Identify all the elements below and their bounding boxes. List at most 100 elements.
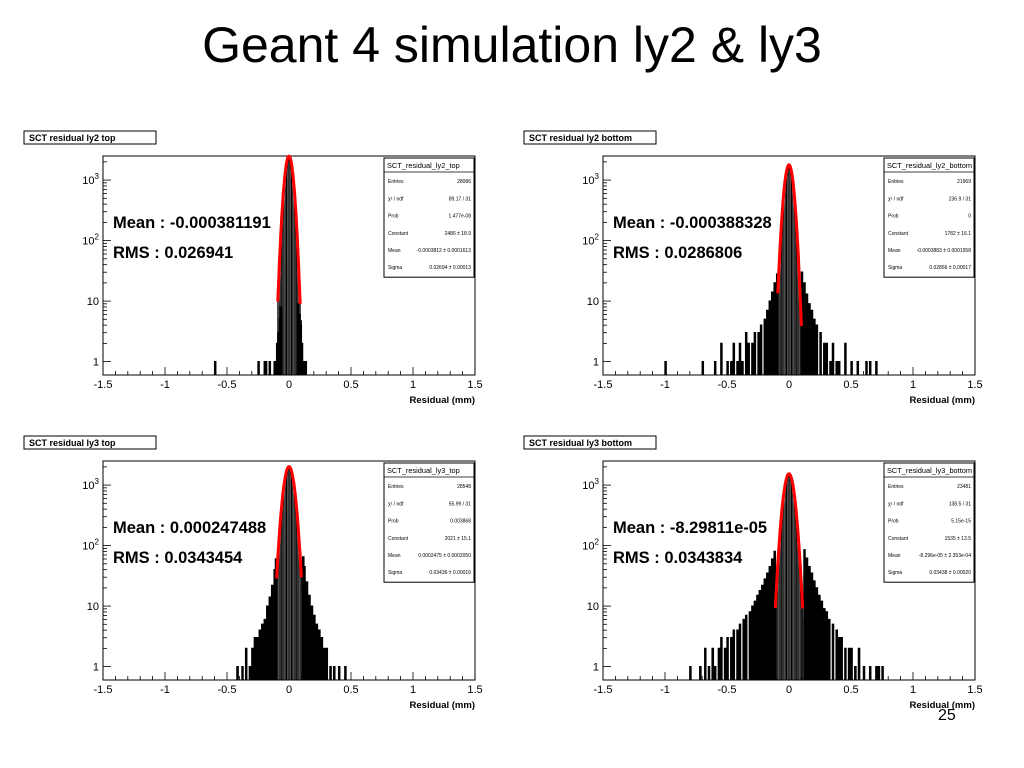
y-tick-label: 10 (587, 601, 599, 613)
gaussian-fit-curve (276, 154, 302, 305)
x-tick-label: -1.5 (594, 379, 613, 391)
panel-title-box: SCT residual ly2 top (23, 130, 157, 145)
stats-row-value: -8.296e-05 ± 2.353e-04 (919, 553, 971, 559)
panel-title-box: SCT residual ly2 bottom (523, 130, 657, 145)
slide-number: 25 (938, 707, 956, 724)
x-tick-label: 0 (286, 684, 292, 696)
stats-row-value: -0.0003812 ± 0.0001613 (417, 248, 472, 254)
stats-row-label: χ² / ndf (888, 501, 904, 507)
x-tick-label: -0.5 (718, 379, 737, 391)
stats-row-value: 0.03438 ± 0.00020 (929, 570, 971, 576)
stats-row-value: 89.17 / 31 (449, 196, 471, 202)
y-tick-base: 10 (82, 480, 94, 492)
y-tick-exponent: 3 (95, 172, 100, 181)
histogram-core (276, 466, 304, 680)
x-tick-label: -0.5 (218, 379, 237, 391)
stats-row-value: 2021 ± 15.1 (445, 536, 472, 542)
stats-row-label: Mean (388, 553, 401, 559)
stats-row-value: 0.003868 (450, 519, 471, 525)
stats-row-value: 0.03436 ± 0.00016 (429, 570, 471, 576)
x-tick-label: 0.5 (843, 379, 858, 391)
rms-annotation: RMS : 0.0343454 (113, 549, 243, 567)
panel-title: SCT residual ly2 top (29, 133, 116, 143)
stats-row-label: Entries (388, 179, 404, 185)
gaussian-fit-curve (275, 465, 303, 579)
mean-annotation: Mean : -0.000388328 (613, 214, 772, 232)
stats-row-value: 0.0002475 ± 0.0002050 (418, 553, 471, 559)
stats-box: SCT_residual_ly2_top Entries 28086 χ² / ndf… (383, 157, 475, 278)
stats-box-title: SCT_residual_ly2_bottom (887, 161, 972, 170)
stats-row-value: 28086 (457, 179, 471, 185)
x-axis-label: Residual (mm) (410, 395, 475, 406)
panel-title-frame (23, 435, 157, 450)
x-tick-label: 0.5 (343, 379, 358, 391)
histogram-panel-ly2-top: SCT residual ly2 top -1.5 -1 -0.5 0 0.5 1 1.5 Re… (23, 130, 483, 406)
histogram-bins (664, 271, 878, 375)
stats-row-label: Sigma (388, 570, 402, 576)
y-tick-base: 1 (593, 357, 599, 369)
y-tick-base: 10 (582, 236, 594, 248)
stats-row-value: 0 (968, 214, 971, 220)
rms-annotation: RMS : 0.0343834 (613, 549, 743, 567)
histogram-bins (236, 556, 347, 680)
x-tick-label: -1.5 (94, 379, 113, 391)
stats-box-title: SCT_residual_ly2_top (387, 161, 460, 170)
x-tick-label: -1 (160, 379, 170, 391)
y-tick-base: 10 (82, 236, 94, 248)
stats-box-title: SCT_residual_ly3_top (387, 466, 460, 475)
stats-row-value: 1535 ± 13.5 (945, 536, 972, 542)
x-axis-label: Residual (mm) (410, 700, 475, 711)
y-tick-base: 10 (87, 601, 99, 613)
x-tick-label: -1.5 (94, 684, 113, 696)
histogram-panel-ly3-top: SCT residual ly3 top -1.5 -1 -0.5 0 0.5 1 1.5 Re… (23, 435, 483, 711)
stats-row-value: 55.99 / 31 (449, 501, 471, 507)
stats-row-value: 1782 ± 16.1 (945, 231, 972, 237)
panel-title-box: SCT residual ly3 bottom (523, 435, 657, 450)
x-tick-label: -1 (160, 684, 170, 696)
panel-title: SCT residual ly2 bottom (529, 133, 632, 143)
stats-box-title: SCT_residual_ly3_bottom (887, 466, 972, 475)
stats-row-value: 236.9 / 31 (949, 196, 971, 202)
x-tick-label: 0 (286, 379, 292, 391)
y-tick-base: 1 (593, 662, 599, 674)
x-tick-label: 1 (910, 684, 916, 696)
y-tick-base: 10 (82, 175, 94, 187)
stats-row-label: Constant (388, 231, 409, 237)
panel-title: SCT residual ly3 bottom (529, 438, 632, 448)
stats-row-label: Constant (388, 536, 409, 542)
panel-title-box: SCT residual ly3 top (23, 435, 157, 450)
stats-row-label: Constant (888, 231, 909, 237)
y-tick-label: 102 (82, 538, 99, 553)
y-tick-exponent: 2 (95, 538, 100, 547)
stats-row-value: 21969 (957, 179, 971, 185)
x-tick-label: 1.5 (467, 684, 482, 696)
x-axis-label: Residual (mm) (910, 395, 975, 406)
y-tick-label: 1 (593, 662, 599, 674)
stats-row-label: Sigma (888, 570, 902, 576)
stats-row-label: Prob (388, 519, 399, 525)
y-tick-label: 10 (87, 296, 99, 308)
stats-box: SCT_residual_ly3_bottom Entries 23481 χ² / … (883, 462, 975, 583)
mean-annotation: Mean : 0.000247488 (113, 519, 266, 537)
panel-title-frame (523, 435, 657, 450)
slide-title: Geant 4 simulation ly2 & ly3 (202, 17, 822, 73)
stats-row-label: Entries (888, 484, 904, 490)
x-tick-label: -1 (660, 379, 670, 391)
x-tick-label: 1 (910, 379, 916, 391)
y-tick-base: 10 (87, 296, 99, 308)
x-tick-label: -1.5 (594, 684, 613, 696)
stats-row-value: 5.15e-15 (951, 519, 971, 525)
gaussian-fit-curve (773, 472, 805, 609)
x-axis-label: Residual (mm) (910, 700, 975, 711)
y-tick-base: 1 (93, 662, 99, 674)
stats-row-value: 138.5 / 31 (949, 501, 971, 507)
y-tick-label: 103 (582, 477, 599, 492)
stats-row-label: Mean (388, 248, 401, 254)
panel-title-frame (23, 130, 157, 145)
y-tick-label: 1 (593, 357, 599, 369)
stats-row-value: 1.477e-08 (448, 214, 471, 220)
y-tick-label: 102 (82, 233, 99, 248)
histogram-bins (689, 549, 884, 680)
x-tick-label: 0.5 (843, 684, 858, 696)
x-tick-label: 1 (410, 684, 416, 696)
